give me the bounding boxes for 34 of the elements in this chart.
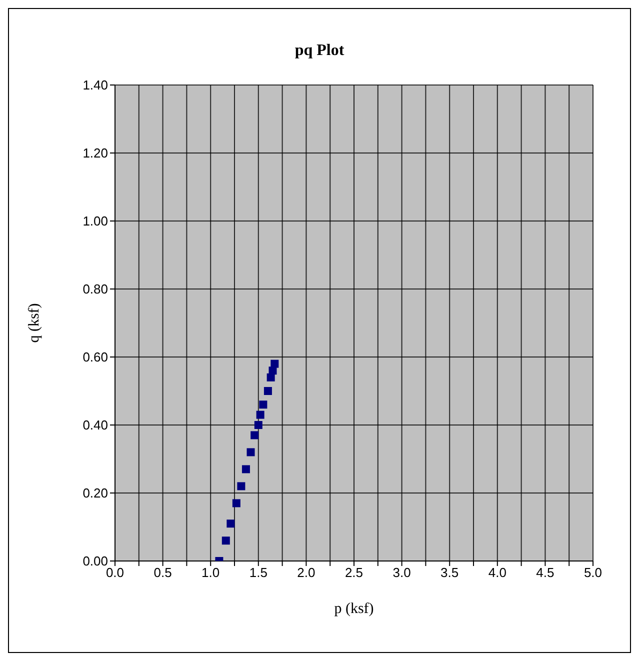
y-tick-label: 1.40: [82, 78, 108, 93]
point: [256, 410, 264, 419]
x-tick-label: 5.0: [584, 565, 602, 580]
point: [226, 520, 235, 528]
point: [259, 400, 268, 409]
y-tick-label: 0.60: [82, 350, 108, 365]
x-tick-label: 0.5: [154, 565, 172, 580]
y-tick-label: 1.00: [82, 214, 108, 229]
point: [254, 421, 262, 429]
x-axis-title: p (ksf): [334, 601, 374, 617]
point: [222, 536, 230, 545]
y-tick-label: 0.80: [82, 282, 108, 297]
y-tick-label: 0.40: [82, 418, 108, 433]
y-tick-label: 1.20: [82, 146, 108, 161]
x-tick-label: 4.0: [488, 565, 506, 580]
x-tick-label: 2.5: [344, 565, 364, 580]
point: [264, 387, 272, 395]
x-tick-label: 3.0: [392, 565, 411, 580]
point: [250, 431, 259, 440]
y-tick-label: 0.20: [82, 486, 108, 501]
x-tick-label: 4.5: [536, 565, 554, 580]
x-tick-label: 1.0: [202, 565, 220, 580]
x-tick-label: 2.0: [297, 565, 316, 580]
chart-title: pq Plot: [294, 42, 346, 60]
point: [237, 482, 246, 490]
y-tick-label: 0.00: [82, 554, 108, 569]
x-tick-label: 3.5: [440, 565, 459, 580]
point: [242, 465, 250, 474]
point: [270, 360, 279, 368]
point: [246, 448, 255, 456]
x-tick-label: 1.5: [249, 565, 268, 580]
point: [232, 499, 240, 508]
y-axis-title: q (ksf): [26, 303, 42, 343]
x-tick-label: 0.0: [106, 565, 124, 580]
